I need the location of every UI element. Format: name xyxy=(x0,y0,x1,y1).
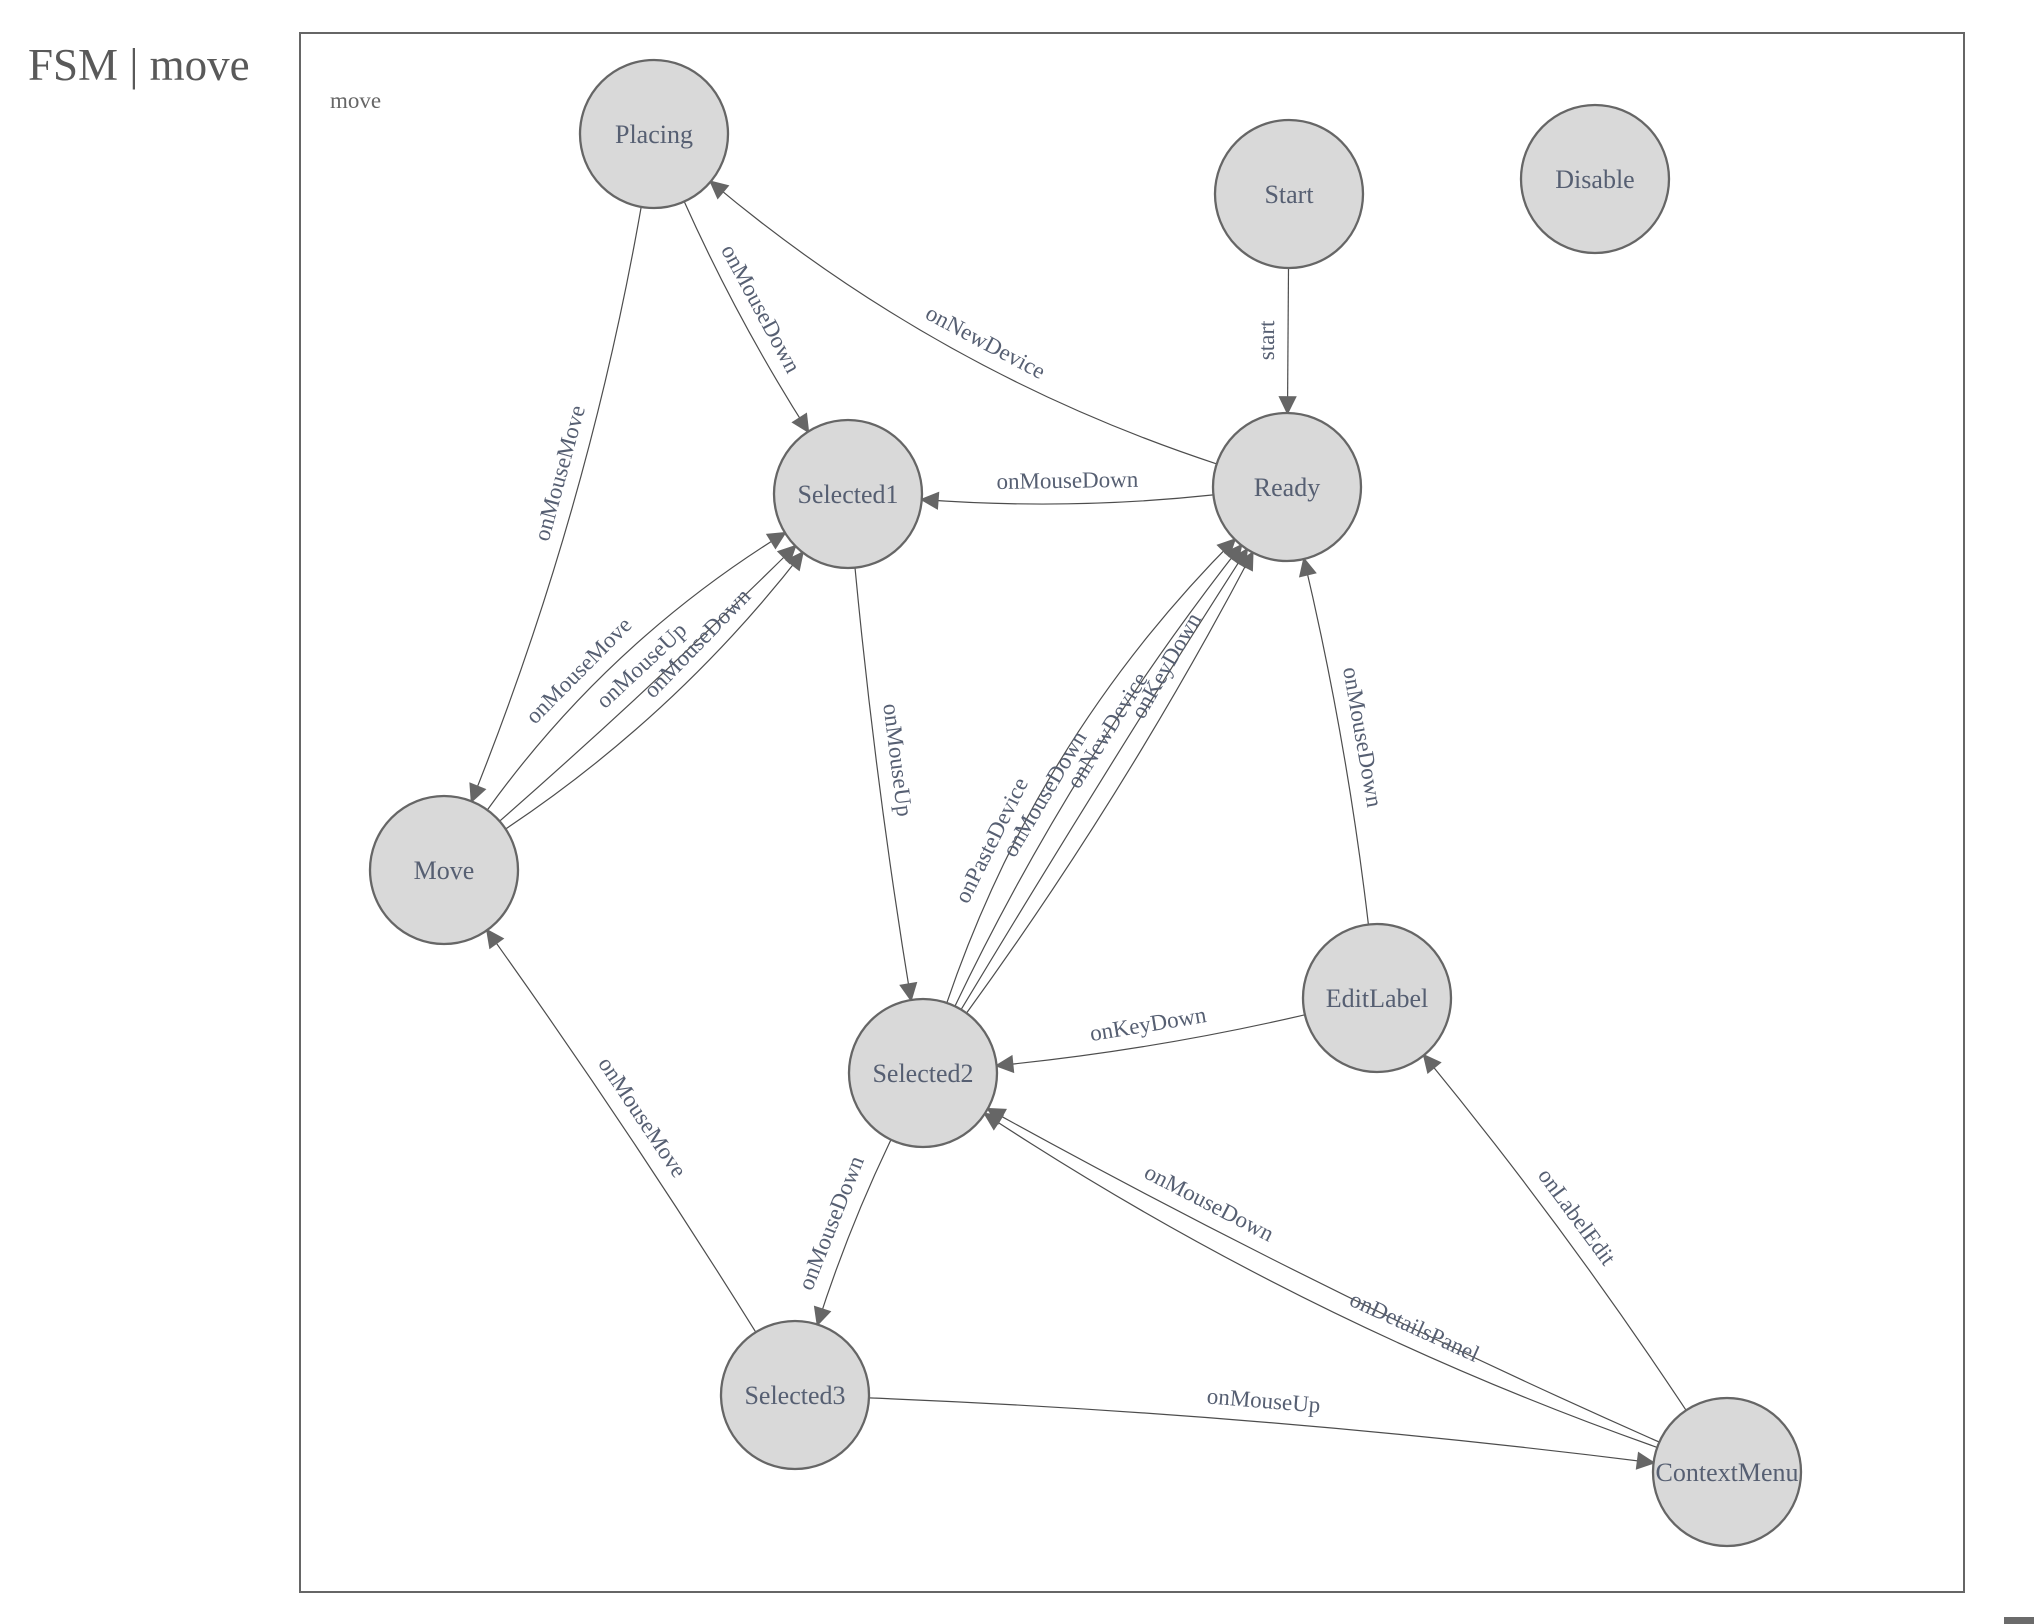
svg-text:Disable: Disable xyxy=(1555,165,1634,194)
svg-text:start: start xyxy=(1254,320,1279,360)
svg-text:FSM | move: FSM | move xyxy=(28,40,250,90)
svg-text:Selected1: Selected1 xyxy=(797,480,898,509)
svg-text:Start: Start xyxy=(1264,180,1314,209)
svg-text:onMouseDown: onMouseDown xyxy=(996,467,1139,494)
svg-text:Selected2: Selected2 xyxy=(872,1059,973,1088)
svg-text:EditLabel: EditLabel xyxy=(1326,984,1429,1013)
svg-text:Move: Move xyxy=(414,856,475,885)
svg-text:move: move xyxy=(330,88,381,113)
svg-text:Selected3: Selected3 xyxy=(744,1381,845,1410)
svg-text:ContextMenu: ContextMenu xyxy=(1656,1458,1799,1487)
svg-text:Ready: Ready xyxy=(1254,473,1320,502)
svg-text:Placing: Placing xyxy=(615,120,693,149)
